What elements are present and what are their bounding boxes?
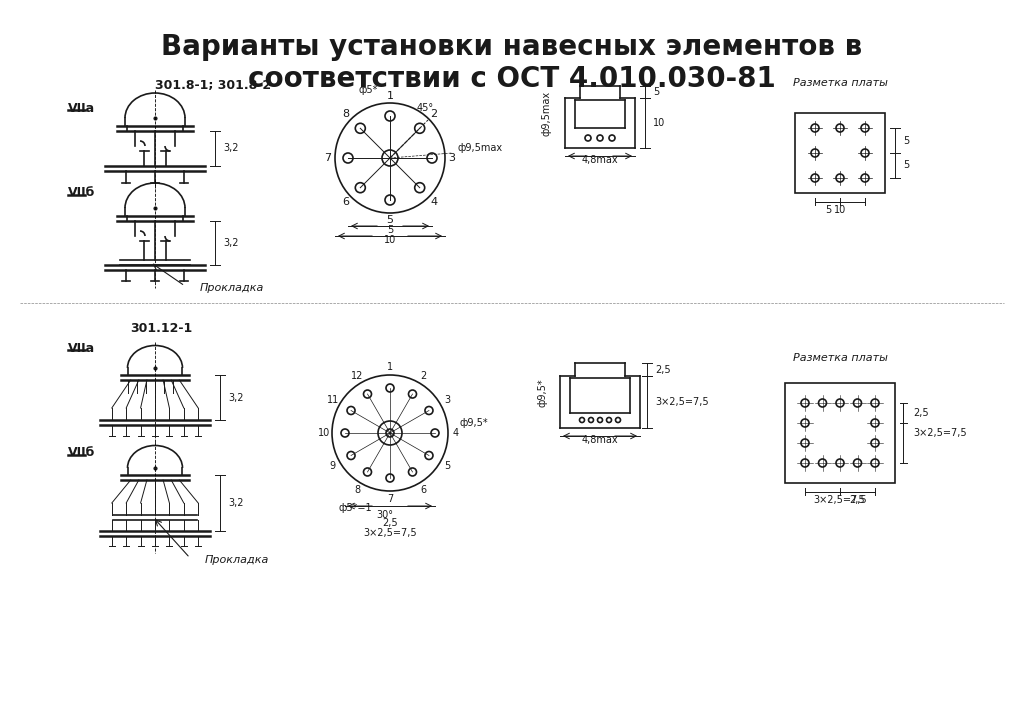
Text: 5: 5 [903, 160, 909, 170]
Bar [785, 383, 895, 483]
Text: 10: 10 [653, 118, 666, 128]
Text: ф9,5max: ф9,5max [542, 90, 552, 136]
Text: VIIа: VIIа [68, 341, 95, 354]
Text: 4: 4 [453, 428, 459, 438]
Text: 12: 12 [351, 371, 364, 381]
Text: 5: 5 [444, 461, 451, 471]
Text: 9: 9 [330, 461, 336, 471]
Text: 8: 8 [343, 109, 350, 119]
Text: 5: 5 [825, 205, 831, 215]
Text: 7: 7 [387, 494, 393, 504]
Text: 2,5: 2,5 [382, 518, 397, 528]
Text: 4,8max: 4,8max [582, 155, 618, 165]
Text: 10: 10 [384, 235, 396, 245]
Text: 3×2,5=7,5: 3×2,5=7,5 [655, 397, 709, 407]
Text: 301.8-1; 301.8-2: 301.8-1; 301.8-2 [155, 79, 271, 92]
Text: 6: 6 [420, 485, 426, 495]
Text: VIIа: VIIа [68, 101, 95, 114]
Text: ф9,5*: ф9,5* [538, 379, 548, 407]
Text: 8: 8 [354, 485, 360, 495]
Text: Прокладка: Прокладка [200, 283, 264, 293]
Text: 7: 7 [325, 153, 332, 163]
Text: 3: 3 [444, 395, 451, 405]
Text: 4: 4 [430, 197, 437, 207]
Text: 10: 10 [834, 205, 846, 215]
Text: VIIб: VIIб [68, 187, 95, 200]
Text: 45°: 45° [417, 103, 433, 113]
Text: 2,5: 2,5 [849, 495, 865, 505]
Bar [795, 113, 885, 193]
Text: 5: 5 [386, 215, 393, 225]
Text: 6: 6 [343, 197, 349, 207]
Text: 2,5: 2,5 [913, 408, 929, 418]
Text: 3,2: 3,2 [228, 498, 244, 508]
Text: 5: 5 [653, 87, 659, 97]
Text: 5: 5 [903, 136, 909, 146]
Text: 2: 2 [420, 371, 426, 381]
Text: ф9,5max: ф9,5max [458, 143, 503, 153]
Text: 3,2: 3,2 [228, 393, 244, 403]
Text: ф5*=1: ф5*=1 [338, 503, 372, 513]
Text: 30°: 30° [377, 510, 393, 520]
Text: Варианты установки навесных элементов в
соответствии с ОСТ 4.010.030-81: Варианты установки навесных элементов в … [162, 33, 862, 93]
Text: 2,5: 2,5 [655, 365, 671, 375]
Text: ф5*: ф5* [358, 85, 378, 95]
Text: VIIб: VIIб [68, 447, 95, 460]
Text: 2: 2 [430, 109, 437, 119]
Text: 3,2: 3,2 [223, 238, 239, 248]
Text: 10: 10 [317, 428, 330, 438]
Text: 1: 1 [387, 362, 393, 372]
Text: 4,8max: 4,8max [582, 435, 618, 445]
Text: Разметка платы: Разметка платы [793, 78, 888, 88]
Text: 301.12-1: 301.12-1 [130, 322, 193, 335]
Text: 3×2,5=7,5: 3×2,5=7,5 [913, 428, 967, 438]
Text: 3: 3 [449, 153, 456, 163]
Text: 5: 5 [387, 225, 393, 235]
Text: Прокладка: Прокладка [205, 555, 269, 565]
Text: 3,2: 3,2 [223, 143, 239, 153]
Text: 11: 11 [327, 395, 339, 405]
Text: 1: 1 [386, 91, 393, 101]
Text: Разметка платы: Разметка платы [793, 353, 888, 363]
Text: ф9,5*: ф9,5* [460, 418, 488, 428]
Text: 3×2,5=7,5: 3×2,5=7,5 [364, 528, 417, 538]
Text: 3×2,5=7,5: 3×2,5=7,5 [813, 495, 866, 505]
